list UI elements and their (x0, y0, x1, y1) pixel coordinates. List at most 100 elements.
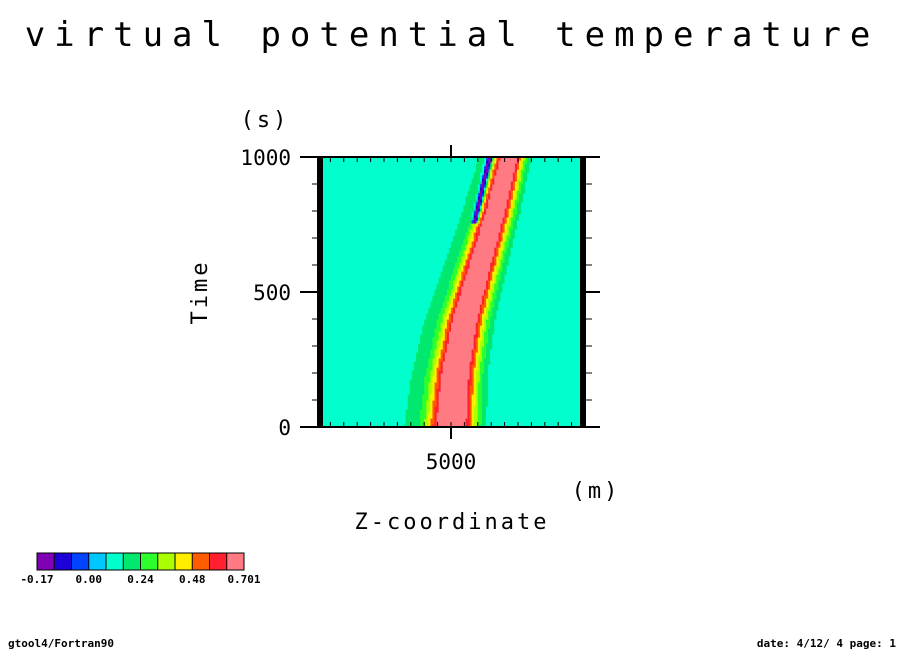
heatmap-cell (527, 379, 530, 383)
heatmap-cell (512, 415, 516, 419)
heatmap-cell (508, 394, 512, 398)
heatmap-cell (471, 325, 475, 329)
heatmap-cell (535, 376, 539, 380)
heatmap-cell (362, 403, 366, 407)
heatmap-cell (496, 358, 500, 362)
heatmap-cell (512, 379, 516, 383)
heatmap-cell (374, 352, 378, 356)
heatmap-cell (525, 313, 528, 317)
heatmap-cell (490, 337, 493, 341)
heatmap-cell (506, 325, 510, 329)
heatmap-cell (370, 319, 374, 323)
heatmap-cell (467, 334, 471, 338)
heatmap-cell (440, 400, 444, 404)
heatmap-cell (574, 319, 578, 323)
heatmap-cell (560, 400, 563, 404)
heatmap-cell (430, 346, 434, 350)
heatmap-cell (556, 349, 559, 353)
heatmap-cell (490, 334, 493, 338)
heatmap-cell (488, 349, 491, 353)
heatmap-cell (446, 361, 450, 365)
heatmap-cell (399, 358, 403, 362)
heatmap-cell (385, 370, 388, 374)
heatmap-cell (333, 406, 337, 410)
heatmap-cell (541, 397, 545, 401)
heatmap-cell (498, 358, 502, 362)
heatmap-cell (366, 394, 370, 398)
heatmap-cell (376, 310, 380, 314)
heatmap-cell (525, 361, 528, 365)
heatmap-cell (438, 352, 442, 356)
heatmap-cell (399, 331, 403, 335)
heatmap-cell (415, 385, 419, 389)
heatmap-cell (547, 316, 551, 320)
heatmap-cell (461, 388, 464, 392)
heatmap-cell (490, 316, 493, 320)
heatmap-cell (508, 313, 512, 317)
heatmap-cell (535, 337, 539, 341)
heatmap-cell (434, 322, 438, 326)
heatmap-cell (537, 421, 541, 425)
heatmap-cell (556, 331, 559, 335)
heatmap-cell (325, 325, 328, 329)
heatmap-cell (368, 340, 372, 344)
heatmap-cell (352, 364, 355, 368)
heatmap-cell (529, 415, 532, 419)
heatmap-cell (368, 325, 372, 329)
heatmap-cell (329, 394, 333, 398)
heatmap-cell (545, 322, 549, 326)
heatmap-cell (448, 367, 452, 371)
heatmap-cell (469, 388, 473, 392)
heatmap-cell (459, 379, 462, 383)
heatmap-cell (341, 397, 345, 401)
heatmap-cell (488, 397, 491, 401)
heatmap-cell (434, 400, 438, 404)
heatmap-cell (444, 367, 448, 371)
heatmap-cell (525, 376, 528, 380)
heatmap-cell (492, 397, 495, 401)
heatmap-cell (529, 346, 532, 350)
heatmap-cell (397, 367, 401, 371)
heatmap-cell (331, 364, 335, 368)
heatmap-cell (510, 409, 514, 413)
heatmap-cell (531, 337, 535, 341)
heatmap-cell (453, 346, 456, 350)
heatmap-cell (568, 334, 572, 338)
heatmap-cell (411, 418, 415, 422)
heatmap-cell (525, 400, 528, 404)
heatmap-cell (537, 343, 541, 347)
heatmap-cell (463, 322, 467, 326)
heatmap-cell (426, 418, 429, 422)
heatmap-cell (516, 400, 520, 404)
heatmap-cell (354, 346, 357, 350)
heatmap-cell (461, 325, 464, 329)
heatmap-cell (576, 403, 580, 407)
heatmap-cell (382, 328, 386, 332)
heatmap-cell (510, 322, 514, 326)
heatmap-cell (570, 391, 574, 395)
heatmap-cell (407, 418, 411, 422)
heatmap-cell (457, 319, 460, 323)
heatmap-cell (327, 331, 330, 335)
heatmap-cell (333, 385, 337, 389)
heatmap-cell (418, 328, 421, 332)
heatmap-cell (378, 424, 382, 428)
heatmap-cell (510, 382, 514, 386)
heatmap-cell (481, 394, 485, 398)
heatmap-cell (434, 328, 438, 332)
heatmap-cell (339, 337, 343, 341)
heatmap-cell (424, 337, 427, 341)
heatmap-cell (339, 343, 343, 347)
heatmap-cell (471, 403, 475, 407)
heatmap-cell (469, 337, 473, 341)
heatmap-cell (566, 328, 570, 332)
heatmap-cell (418, 361, 421, 365)
heatmap-cell (512, 313, 516, 317)
heatmap-cell (395, 355, 398, 359)
heatmap-cell (430, 421, 434, 425)
heatmap-cell (325, 358, 328, 362)
heatmap-cell (329, 385, 333, 389)
heatmap-cell (413, 343, 417, 347)
heatmap-cell (436, 364, 440, 368)
heatmap-cell (413, 409, 417, 413)
